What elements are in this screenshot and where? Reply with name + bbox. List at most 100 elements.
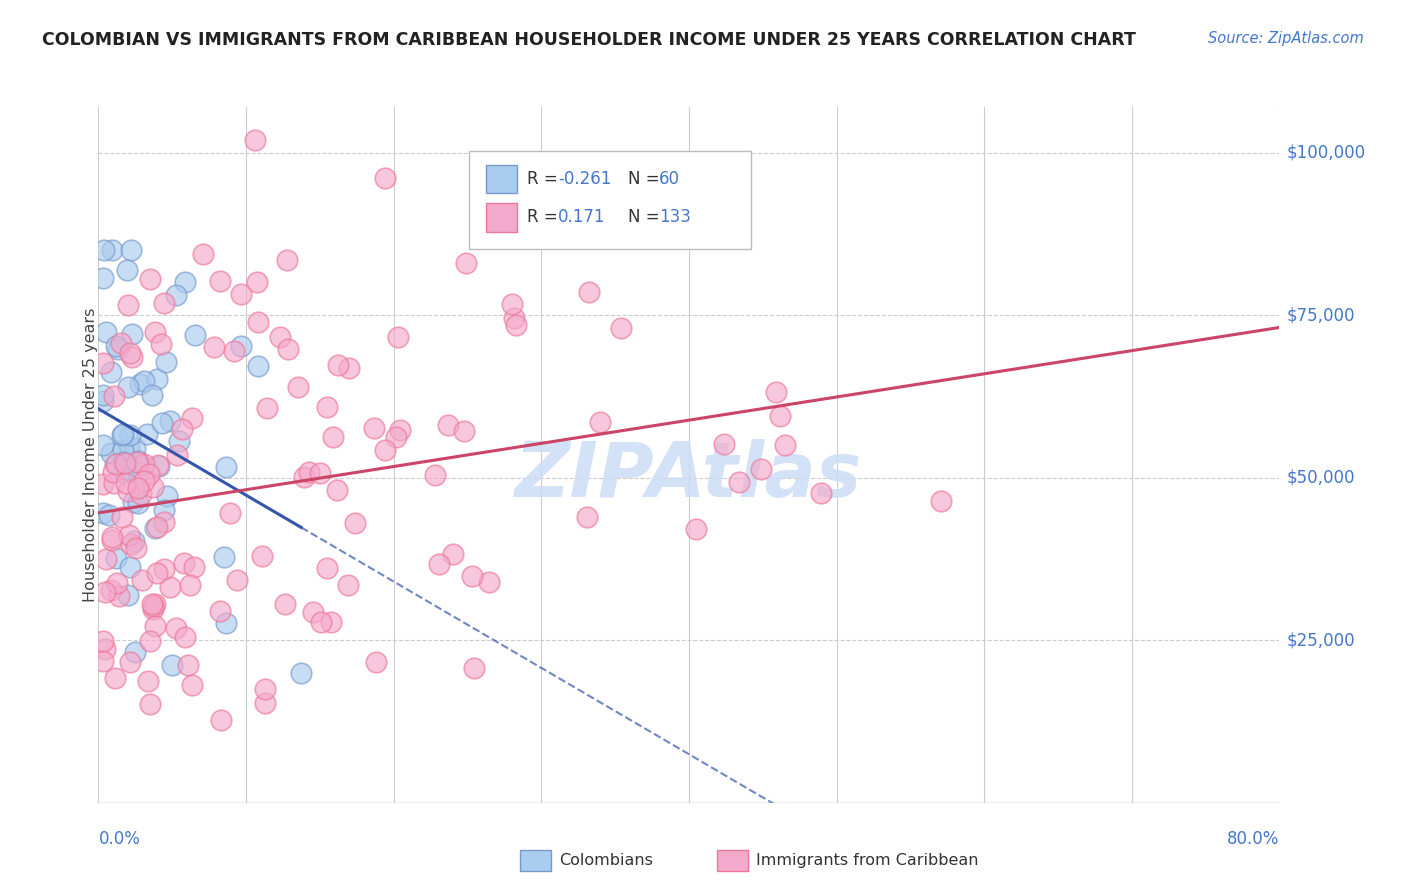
Text: 80.0%: 80.0% [1227,830,1279,847]
Point [575,510,598,524]
Point [229,339,252,353]
Point [685,522,707,536]
Point [436,417,458,432]
Point [142,480,165,494]
Point [129,486,152,500]
Point [326,358,349,372]
Point [125,541,148,555]
Point [184,328,207,343]
Point [231,287,253,301]
Point [117,298,139,312]
Point [94,642,117,657]
Point [112,465,135,479]
Point [124,441,146,455]
Point [138,467,160,481]
Point [165,287,187,301]
Point [374,442,396,457]
Point [713,437,735,451]
Point [122,495,145,509]
Point [134,474,156,488]
Point [117,380,139,394]
Text: N =: N = [628,209,665,227]
Point [91,438,114,452]
Point [254,681,277,696]
Text: 133: 133 [659,209,690,227]
Point [101,465,124,479]
Point [298,465,321,479]
Point [173,630,195,644]
Point [91,271,114,285]
Point [127,454,149,468]
Point [114,456,136,470]
Point [765,384,787,399]
Text: $100,000: $100,000 [1286,144,1365,161]
Point [94,551,117,566]
Point [120,559,142,574]
Point [103,475,125,490]
Point [110,336,132,351]
Point [139,272,162,286]
Point [769,409,792,423]
Point [150,337,173,351]
Point [136,426,159,441]
Point [728,475,751,490]
Point [141,387,163,401]
Text: N =: N = [628,170,665,188]
Point [159,580,181,594]
Point [384,430,406,444]
Point [208,604,231,618]
Text: -0.261: -0.261 [558,170,612,188]
Point [101,530,124,544]
Point [108,589,131,603]
Point [810,486,832,500]
Point [118,345,141,359]
Point [387,330,409,344]
Text: 0.0%: 0.0% [98,830,141,847]
Point [112,443,135,458]
Point [105,575,128,590]
Point [276,252,298,267]
Point [101,533,124,547]
Point [326,483,349,497]
Point [610,321,633,335]
Point [319,615,342,629]
Point [104,339,127,353]
Point [124,645,146,659]
Point [478,575,501,590]
Point [363,421,385,435]
Point [115,462,138,476]
Point [173,556,195,570]
Point [121,536,143,550]
Text: ZIPAtlas: ZIPAtlas [515,439,863,513]
Point [111,509,134,524]
Point [179,578,201,592]
Point [100,583,122,598]
Point [191,246,214,260]
Point [309,615,332,629]
Point [118,441,141,455]
Point [127,455,149,469]
Point [773,438,796,452]
Point [226,573,249,587]
Text: 0.171: 0.171 [558,209,606,227]
Point [165,621,187,635]
Point [246,275,269,289]
Point [290,665,312,680]
Y-axis label: Householder Income Under 25 years: Householder Income Under 25 years [83,308,97,602]
Point [153,503,176,517]
Point [101,243,124,257]
Text: $75,000: $75,000 [1286,306,1355,324]
Point [589,415,612,429]
Point [103,389,125,403]
Point [501,297,523,311]
Point [309,466,332,480]
Point [159,414,181,428]
Point [115,262,138,277]
Point [138,697,160,711]
Point [591,194,613,209]
Point [167,434,190,448]
Point [146,372,169,386]
Point [141,597,163,611]
Point [129,458,152,472]
Point [441,547,464,561]
